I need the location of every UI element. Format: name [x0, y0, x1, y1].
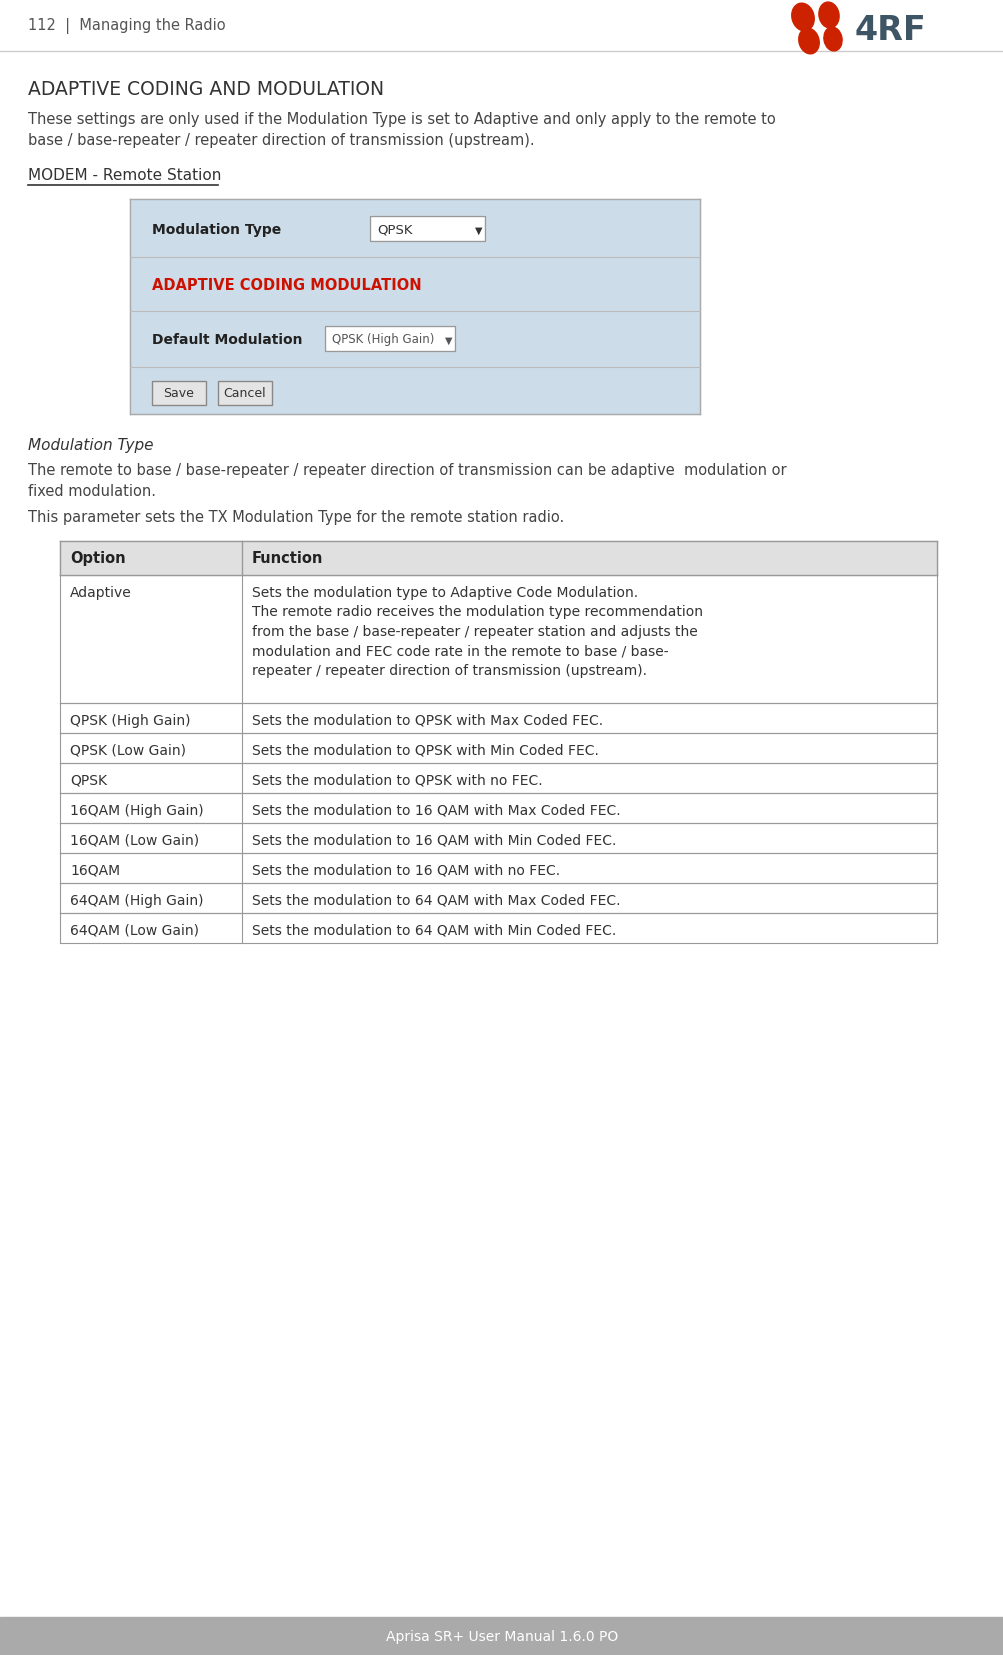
Text: Sets the modulation to 64 QAM with Min Coded FEC.: Sets the modulation to 64 QAM with Min C…: [252, 923, 616, 937]
Text: 64QAM (High Gain): 64QAM (High Gain): [70, 894, 204, 907]
Bar: [60, 763, 936, 793]
Text: QPSK (Low Gain): QPSK (Low Gain): [70, 743, 186, 758]
Text: repeater / repeater direction of transmission (upstream).: repeater / repeater direction of transmi…: [252, 664, 646, 677]
Bar: [60, 703, 936, 733]
Text: Option: Option: [70, 551, 125, 566]
Text: 16QAM (High Gain): 16QAM (High Gain): [70, 804, 204, 818]
Text: These settings are only used if the Modulation Type is set to Adaptive and only : These settings are only used if the Modu…: [28, 113, 775, 127]
Ellipse shape: [823, 28, 842, 51]
Text: Sets the modulation type to Adaptive Code Modulation.: Sets the modulation type to Adaptive Cod…: [252, 586, 638, 599]
Bar: [60, 884, 936, 914]
Text: QPSK (High Gain): QPSK (High Gain): [332, 333, 434, 346]
Bar: [129, 200, 699, 415]
Text: Save: Save: [163, 387, 195, 401]
Text: QPSK (High Gain): QPSK (High Gain): [70, 713, 191, 728]
Text: Aprisa SR+ User Manual 1.6.0 PO: Aprisa SR+ User Manual 1.6.0 PO: [385, 1629, 618, 1643]
Text: Cancel: Cancel: [224, 387, 266, 401]
Text: modulation and FEC code rate in the remote to base / base-: modulation and FEC code rate in the remo…: [252, 644, 668, 659]
Bar: [0, 1617, 1003, 1655]
Text: The remote radio receives the modulation type recommendation: The remote radio receives the modulation…: [252, 606, 702, 619]
Bar: [370, 217, 484, 242]
Text: Sets the modulation to QPSK with no FEC.: Sets the modulation to QPSK with no FEC.: [252, 773, 542, 788]
Bar: [60, 793, 936, 824]
Bar: [151, 382, 206, 405]
Text: QPSK: QPSK: [70, 773, 107, 788]
Bar: [151, 382, 206, 405]
Text: The remote to base / base-repeater / repeater direction of transmission can be a: The remote to base / base-repeater / rep…: [28, 463, 785, 478]
Bar: [60, 824, 936, 854]
Bar: [60, 576, 936, 703]
Text: 16QAM (Low Gain): 16QAM (Low Gain): [70, 834, 199, 847]
Bar: [60, 733, 936, 763]
Text: Function: Function: [252, 551, 323, 566]
Text: Sets the modulation to 16 QAM with Min Coded FEC.: Sets the modulation to 16 QAM with Min C…: [252, 834, 616, 847]
Text: 112  |  Managing the Radio: 112 | Managing the Radio: [28, 18, 226, 35]
Text: Sets the modulation to 16 QAM with no FEC.: Sets the modulation to 16 QAM with no FE…: [252, 864, 560, 877]
Text: 64QAM (Low Gain): 64QAM (Low Gain): [70, 923, 199, 937]
Bar: [325, 326, 454, 353]
Bar: [218, 382, 272, 405]
Text: Sets the modulation to QPSK with Min Coded FEC.: Sets the modulation to QPSK with Min Cod…: [252, 743, 598, 758]
Bar: [325, 326, 454, 353]
Text: MODEM - Remote Station: MODEM - Remote Station: [28, 167, 221, 184]
Text: fixed modulation.: fixed modulation.: [28, 483, 155, 498]
Text: ▼: ▼: [444, 336, 452, 346]
Text: ADAPTIVE CODING AND MODULATION: ADAPTIVE CODING AND MODULATION: [28, 79, 384, 99]
Text: base / base-repeater / repeater direction of transmission (upstream).: base / base-repeater / repeater directio…: [28, 132, 534, 147]
Bar: [60, 541, 936, 576]
Bar: [370, 217, 484, 242]
Text: Default Modulation: Default Modulation: [151, 333, 302, 348]
Text: QPSK: QPSK: [376, 223, 412, 237]
Text: Modulation Type: Modulation Type: [28, 437, 153, 453]
Text: from the base / base-repeater / repeater station and adjusts the: from the base / base-repeater / repeater…: [252, 624, 697, 639]
Bar: [60, 914, 936, 943]
Text: Sets the modulation to 64 QAM with Max Coded FEC.: Sets the modulation to 64 QAM with Max C…: [252, 894, 620, 907]
Text: ▼: ▼: [474, 225, 482, 237]
Text: Adaptive: Adaptive: [70, 586, 131, 599]
Ellipse shape: [791, 5, 813, 31]
Bar: [218, 382, 272, 405]
Bar: [60, 854, 936, 884]
Text: Sets the modulation to QPSK with Max Coded FEC.: Sets the modulation to QPSK with Max Cod…: [252, 713, 603, 728]
Text: This parameter sets the TX Modulation Type for the remote station radio.: This parameter sets the TX Modulation Ty…: [28, 510, 564, 525]
Text: Sets the modulation to 16 QAM with Max Coded FEC.: Sets the modulation to 16 QAM with Max C…: [252, 804, 620, 818]
Text: ADAPTIVE CODING MODULATION: ADAPTIVE CODING MODULATION: [151, 278, 421, 293]
Text: Modulation Type: Modulation Type: [151, 223, 281, 237]
Text: 4RF: 4RF: [855, 13, 926, 46]
Ellipse shape: [818, 3, 839, 28]
Ellipse shape: [798, 30, 818, 55]
Text: 16QAM: 16QAM: [70, 864, 120, 877]
